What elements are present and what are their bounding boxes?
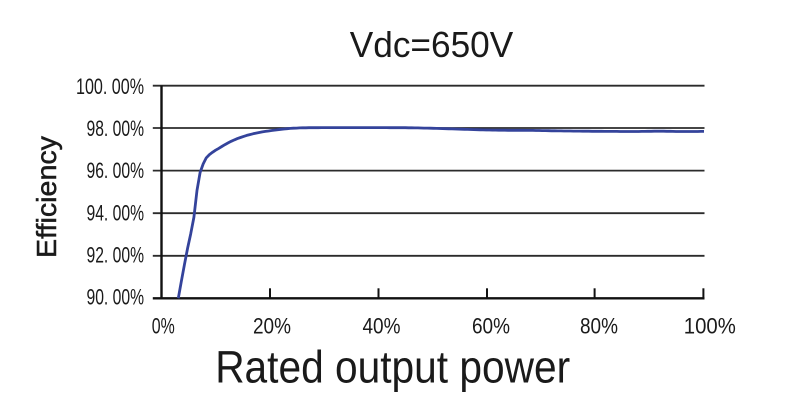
svg-text:20%: 20%	[253, 313, 291, 338]
svg-text:Efficiency: Efficiency	[31, 136, 62, 258]
svg-text:94. 00%: 94. 00%	[87, 200, 145, 225]
svg-text:40%: 40%	[363, 313, 401, 338]
svg-text:60%: 60%	[472, 313, 510, 338]
svg-text:98. 00%: 98. 00%	[87, 116, 145, 141]
svg-text:100. 00%: 100. 00%	[76, 74, 144, 99]
svg-text:100%: 100%	[684, 313, 736, 338]
svg-text:Vdc=650V: Vdc=650V	[350, 24, 514, 65]
svg-text:90. 00%: 90. 00%	[87, 285, 145, 310]
svg-text:92. 00%: 92. 00%	[87, 243, 145, 268]
svg-text:96. 00%: 96. 00%	[87, 158, 145, 183]
svg-text:0%: 0%	[152, 313, 175, 338]
svg-text:Rated output power: Rated output power	[215, 342, 570, 393]
svg-text:80%: 80%	[580, 313, 618, 338]
